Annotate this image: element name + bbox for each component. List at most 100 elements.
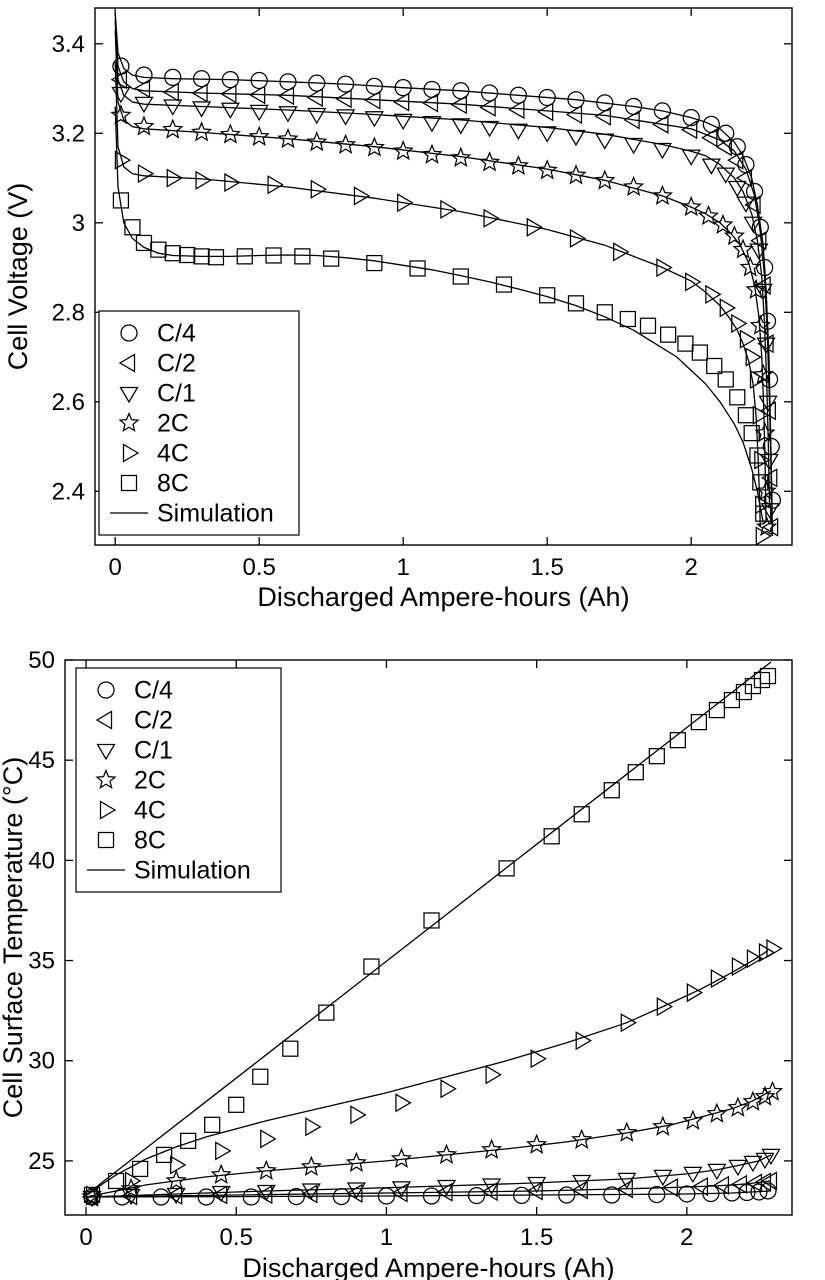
x-tick-label: 2 (685, 554, 698, 581)
triangle-down-marker (566, 129, 586, 147)
triangle-down-marker (572, 1174, 592, 1192)
legend-label: Simulation (134, 857, 251, 885)
circle-marker (422, 1187, 441, 1205)
star-marker (210, 1163, 232, 1184)
circle-marker (336, 75, 355, 93)
triangle-right-marker (440, 199, 457, 219)
triangle-down-marker (391, 1181, 412, 1198)
triangle-left-marker (571, 1180, 588, 1200)
star-marker (306, 130, 328, 152)
square-marker (112, 192, 130, 209)
triangle-left-marker (750, 231, 767, 251)
triangle-down-marker (346, 1182, 366, 1199)
legend-label: 4C (157, 440, 189, 468)
star-marker (745, 278, 767, 299)
triangle-down-marker (736, 196, 756, 213)
square-marker (627, 764, 644, 781)
axes-box (64, 659, 793, 1216)
y-tick-label: 2.4 (52, 478, 85, 505)
square-marker (180, 1132, 197, 1149)
star-marker (300, 1155, 322, 1176)
legend-marker-circle (120, 324, 138, 342)
triangle-left-marker (701, 128, 718, 148)
triangle-right-marker (267, 175, 284, 195)
triangle-left-marker (745, 1173, 763, 1193)
triangle-right-marker (170, 1155, 187, 1175)
triangle-down-marker (451, 118, 471, 135)
triangle-left-marker (450, 95, 467, 115)
square-marker (596, 304, 613, 321)
triangle-right-marker (746, 948, 764, 969)
star-marker (752, 363, 774, 384)
triangle-right-marker (215, 1141, 232, 1161)
circle-marker (164, 68, 182, 86)
triangle-down-marker (537, 126, 557, 143)
triangle-down-marker (211, 1185, 231, 1203)
triangle-left-marker (346, 1183, 363, 1203)
legend-marker-triangle-left (118, 353, 136, 373)
triangle-right-marker (754, 450, 771, 470)
triangle-right-marker (350, 1105, 367, 1125)
x-tick-label: 0.5 (242, 554, 275, 581)
legend-label: C/4 (134, 677, 173, 705)
triangle-left-marker (479, 97, 496, 117)
triangle-right-marker (656, 997, 674, 1017)
triangle-right-marker (731, 956, 749, 977)
square-marker (265, 247, 282, 264)
series-markers-4C (85, 938, 783, 1205)
triangle-right-marker (710, 968, 728, 989)
square-marker (236, 248, 253, 265)
star-marker (478, 151, 501, 172)
square-marker (567, 295, 585, 312)
circle-marker (603, 1186, 621, 1204)
triangle-left-marker (757, 334, 774, 354)
square-marker (749, 447, 766, 464)
axes-box (94, 7, 793, 546)
triangle-down-marker (681, 149, 701, 166)
square-marker (539, 287, 556, 304)
legend-marker-circle (97, 681, 115, 699)
triangle-left-marker (526, 1181, 543, 1201)
star-marker (749, 314, 771, 335)
triangle-left-marker (335, 89, 352, 109)
square-marker (706, 357, 723, 375)
circle-marker (287, 1187, 305, 1206)
triangle-right-marker (613, 242, 630, 262)
circle-marker (567, 91, 585, 109)
legend-marker-triangle-down (96, 743, 116, 761)
triangle-down-marker (479, 120, 500, 138)
legend-marker-triangle-left (95, 710, 113, 730)
triangle-down-marker (595, 133, 615, 150)
y-tick-label: 2.8 (52, 299, 85, 326)
triangle-down-marker (683, 1166, 703, 1184)
legend-label: C/1 (134, 737, 173, 765)
triangle-right-marker (195, 170, 212, 190)
circle-marker (377, 1187, 396, 1205)
x-tick-label: 1.5 (530, 554, 563, 581)
triangle-left-marker (256, 1184, 273, 1205)
square-marker (131, 1160, 149, 1178)
triangle-down-marker (701, 158, 721, 175)
square-marker (660, 326, 677, 343)
triangle-down-marker (436, 1179, 457, 1197)
square-marker (252, 1068, 269, 1085)
star-marker (742, 1090, 764, 1111)
y-tick-label: 25 (28, 1148, 55, 1175)
x-axis-label: Discharged Ampere-hours (Ah) (242, 1253, 614, 1280)
star-marker (761, 1080, 784, 1101)
triangle-down-marker (760, 503, 780, 520)
square-marker (318, 1004, 335, 1021)
triangle-left-marker (680, 120, 698, 140)
triangle-down-marker (707, 1163, 727, 1181)
triangle-down-marker (220, 102, 240, 119)
triangle-left-marker (712, 1175, 730, 1195)
square-marker (207, 249, 225, 266)
triangle-right-marker (685, 272, 702, 292)
triangle-down-marker (617, 1172, 637, 1190)
triangle-down-marker (249, 104, 269, 122)
star-marker (682, 1109, 704, 1130)
triangle-left-marker (220, 84, 237, 104)
square-marker (179, 246, 196, 264)
triangle-right-marker (224, 172, 241, 193)
star-marker (756, 515, 778, 537)
